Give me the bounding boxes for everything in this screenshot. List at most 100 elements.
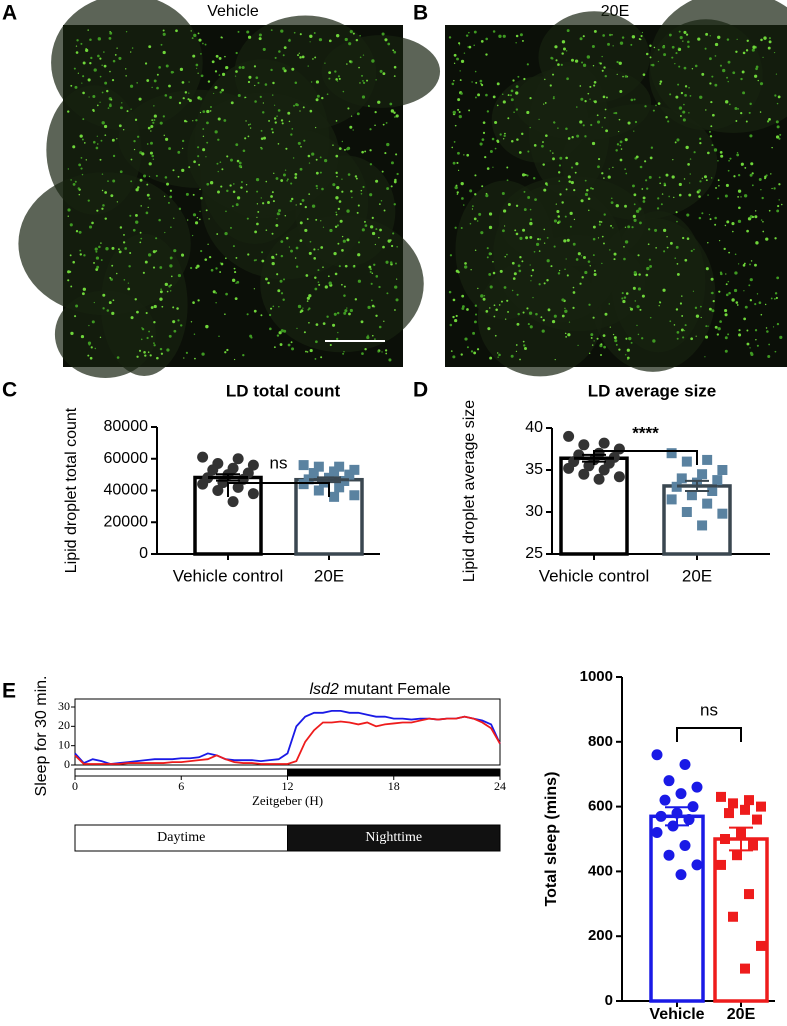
droplet <box>125 68 127 70</box>
droplet <box>613 112 616 115</box>
droplet <box>725 273 727 275</box>
droplet <box>473 44 475 47</box>
droplet <box>374 338 376 340</box>
droplet <box>674 141 677 144</box>
droplet <box>745 49 749 52</box>
droplet <box>152 250 156 254</box>
droplet <box>168 334 172 338</box>
droplet <box>773 297 776 300</box>
droplet <box>584 192 589 197</box>
droplet <box>146 336 149 340</box>
droplet <box>257 210 260 213</box>
droplet <box>720 154 724 158</box>
droplet <box>698 195 701 198</box>
droplet <box>703 175 707 179</box>
data-point <box>716 859 726 870</box>
droplet <box>256 190 259 193</box>
droplet <box>754 263 757 267</box>
droplet <box>682 118 686 122</box>
droplet <box>469 189 473 193</box>
droplet <box>335 120 338 122</box>
data-point <box>232 481 244 493</box>
droplet <box>380 199 383 202</box>
droplet <box>593 29 597 33</box>
droplet <box>511 289 514 292</box>
droplet <box>684 94 687 97</box>
droplet <box>641 188 644 190</box>
droplet <box>492 95 496 99</box>
droplet <box>489 307 491 309</box>
droplet <box>573 218 576 221</box>
droplet <box>777 95 781 99</box>
droplet <box>104 134 107 137</box>
droplet <box>111 264 114 267</box>
droplet <box>215 291 218 294</box>
droplet <box>512 79 515 82</box>
droplet <box>306 351 309 353</box>
droplet <box>360 320 364 324</box>
droplet <box>650 146 654 149</box>
droplet <box>176 307 179 310</box>
droplet <box>561 40 566 44</box>
droplet <box>135 220 139 224</box>
droplet <box>614 339 618 343</box>
droplet <box>738 329 741 332</box>
droplet <box>776 125 780 129</box>
droplet <box>390 109 395 113</box>
droplet <box>141 152 145 156</box>
droplet <box>674 62 676 65</box>
droplet <box>147 206 149 209</box>
droplet <box>168 84 171 88</box>
droplet <box>566 274 569 277</box>
droplet <box>767 46 771 50</box>
droplet <box>766 330 769 333</box>
droplet <box>533 250 536 253</box>
droplet <box>74 180 77 183</box>
droplet <box>519 33 523 37</box>
droplet <box>504 132 506 135</box>
droplet <box>462 204 465 206</box>
droplet <box>743 262 746 265</box>
droplet <box>481 185 484 188</box>
droplet <box>293 31 296 34</box>
droplet <box>688 193 692 197</box>
droplet <box>371 334 374 337</box>
droplet <box>159 347 163 351</box>
droplet <box>231 205 234 208</box>
droplet <box>748 284 751 287</box>
droplet <box>166 182 170 186</box>
droplet <box>701 212 704 215</box>
droplet <box>352 32 355 35</box>
droplet <box>629 307 634 311</box>
droplet <box>631 35 636 39</box>
droplet <box>762 56 764 58</box>
droplet <box>70 84 73 87</box>
droplet <box>333 251 337 256</box>
droplet <box>270 68 273 72</box>
data-point <box>651 827 663 839</box>
data-point <box>728 911 738 922</box>
droplet <box>202 135 205 138</box>
droplet <box>709 82 712 85</box>
droplet <box>361 352 364 355</box>
droplet <box>582 35 585 38</box>
droplet <box>305 274 309 277</box>
daytime-box <box>74 824 288 852</box>
droplet <box>775 120 779 124</box>
droplet <box>281 122 284 125</box>
droplet <box>488 273 492 276</box>
droplet <box>534 198 537 202</box>
droplet <box>318 283 321 286</box>
droplet <box>385 260 389 264</box>
droplet <box>517 75 520 78</box>
droplet <box>110 194 114 198</box>
droplet <box>683 329 686 332</box>
droplet <box>216 162 219 165</box>
droplet <box>564 309 568 313</box>
droplet <box>645 52 649 56</box>
droplet <box>592 225 596 229</box>
y-tick-label: 20 <box>58 718 70 732</box>
droplet <box>141 327 145 331</box>
droplet <box>740 196 742 198</box>
droplet <box>343 294 346 297</box>
